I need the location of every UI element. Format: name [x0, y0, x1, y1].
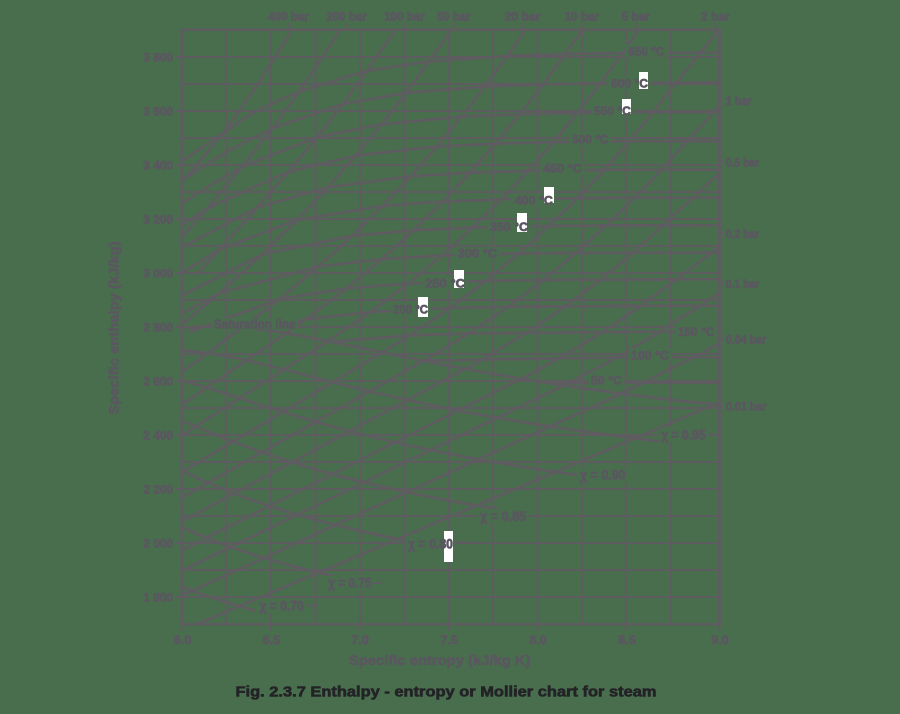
- svg-text:χ = 0.95: χ = 0.95: [661, 428, 706, 443]
- svg-text:10 bar: 10 bar: [565, 10, 600, 24]
- svg-text:8.5: 8.5: [618, 633, 636, 647]
- svg-text:Specific entropy (kJ/kg K): Specific entropy (kJ/kg K): [349, 653, 531, 669]
- svg-text:250 °C: 250 °C: [425, 277, 465, 291]
- svg-text:3 000: 3 000: [143, 266, 173, 280]
- svg-text:500 °C: 500 °C: [572, 132, 608, 146]
- svg-text:100 bar: 100 bar: [384, 10, 425, 24]
- svg-text:3 200: 3 200: [143, 212, 173, 226]
- svg-text:6.5: 6.5: [263, 633, 281, 647]
- svg-text:200 bar: 200 bar: [326, 10, 367, 24]
- svg-text:χ = 0.90: χ = 0.90: [580, 468, 626, 483]
- svg-text:650 °C: 650 °C: [628, 44, 664, 58]
- svg-text:2 400: 2 400: [143, 429, 173, 443]
- svg-text:3 400: 3 400: [143, 158, 173, 172]
- svg-text:1 bar: 1 bar: [726, 94, 752, 108]
- svg-text:2 200: 2 200: [143, 483, 173, 497]
- svg-text:400 °C: 400 °C: [515, 193, 553, 207]
- svg-text:χ = 0.70: χ = 0.70: [260, 599, 304, 614]
- svg-text:χ = 0.75: χ = 0.75: [328, 576, 372, 591]
- svg-text:0.01 bar: 0.01 bar: [726, 400, 767, 414]
- svg-text:χ = 0.85: χ = 0.85: [480, 509, 527, 524]
- svg-text:50 °C: 50 °C: [591, 373, 622, 387]
- svg-text:Saturation line: Saturation line: [214, 318, 296, 332]
- svg-text:1 800: 1 800: [143, 591, 173, 605]
- svg-text:100 °C: 100 °C: [631, 348, 669, 362]
- svg-text:2 000: 2 000: [143, 537, 173, 551]
- svg-text:20 bar: 20 bar: [505, 10, 541, 24]
- svg-text:3 800: 3 800: [143, 50, 173, 64]
- svg-text:2 600: 2 600: [143, 375, 173, 389]
- svg-text:9.0: 9.0: [711, 633, 729, 647]
- svg-text:0.1 bar: 0.1 bar: [726, 277, 759, 291]
- svg-text:550 °C: 550 °C: [594, 104, 631, 118]
- svg-text:300 °C: 300 °C: [458, 247, 497, 261]
- svg-text:5 bar: 5 bar: [622, 10, 651, 24]
- svg-text:450 °C: 450 °C: [543, 162, 582, 176]
- svg-text:2 bar: 2 bar: [701, 10, 730, 24]
- svg-text:600 °C: 600 °C: [611, 76, 648, 90]
- svg-text:200 °C: 200 °C: [393, 302, 428, 316]
- svg-text:χ = 0.80: χ = 0.80: [408, 536, 453, 551]
- svg-text:3 600: 3 600: [143, 104, 173, 118]
- svg-text:0.2 bar: 0.2 bar: [726, 227, 759, 241]
- svg-text:350 °C: 350 °C: [490, 220, 528, 234]
- svg-text:0.5 bar: 0.5 bar: [726, 155, 759, 169]
- svg-text:0.04 bar: 0.04 bar: [726, 332, 767, 346]
- svg-text:7.0: 7.0: [351, 633, 369, 647]
- svg-text:Fig. 2.3.7 Enthalpy - entropy: Fig. 2.3.7 Enthalpy - entropy or Mollier…: [236, 685, 657, 701]
- svg-text:50 bar: 50 bar: [437, 10, 471, 24]
- svg-text:150 °C: 150 °C: [678, 325, 715, 339]
- svg-text:8.0: 8.0: [529, 633, 547, 647]
- svg-text:Specific enthalpy (kJ/kg): Specific enthalpy (kJ/kg): [107, 241, 123, 415]
- svg-text:6.0: 6.0: [174, 633, 192, 647]
- svg-text:7.5: 7.5: [440, 633, 458, 647]
- svg-text:2 800: 2 800: [143, 321, 173, 335]
- svg-text:400 bar: 400 bar: [268, 10, 309, 24]
